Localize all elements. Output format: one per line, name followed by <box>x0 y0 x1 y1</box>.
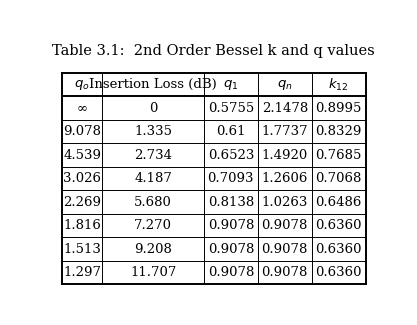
Text: $k_{12}$: $k_{12}$ <box>329 76 349 93</box>
Text: 0.6523: 0.6523 <box>208 149 254 162</box>
Text: 4.187: 4.187 <box>134 172 172 185</box>
Text: 1.0263: 1.0263 <box>261 196 308 209</box>
Text: 0.9078: 0.9078 <box>261 219 308 232</box>
Text: $q_o$: $q_o$ <box>74 78 90 92</box>
Text: 0.6360: 0.6360 <box>315 242 362 255</box>
Text: 5.680: 5.680 <box>134 196 172 209</box>
Text: Insertion Loss (dB): Insertion Loss (dB) <box>89 78 217 91</box>
Text: 11.707: 11.707 <box>130 266 176 279</box>
Text: 0.9078: 0.9078 <box>208 242 254 255</box>
Text: 0: 0 <box>149 101 157 114</box>
Text: 1.2606: 1.2606 <box>261 172 308 185</box>
Text: 0.5755: 0.5755 <box>208 101 254 114</box>
Text: 1.297: 1.297 <box>63 266 101 279</box>
Text: 0.7093: 0.7093 <box>208 172 254 185</box>
Text: 0.8138: 0.8138 <box>208 196 254 209</box>
Text: 2.1478: 2.1478 <box>261 101 308 114</box>
Text: 0.9078: 0.9078 <box>208 219 254 232</box>
Text: 1.513: 1.513 <box>63 242 101 255</box>
Text: 0.9078: 0.9078 <box>208 266 254 279</box>
Text: 1.4920: 1.4920 <box>261 149 308 162</box>
Text: 0.9078: 0.9078 <box>261 266 308 279</box>
Text: 0.8329: 0.8329 <box>316 125 362 138</box>
Text: 2.734: 2.734 <box>134 149 172 162</box>
Text: 1.335: 1.335 <box>134 125 172 138</box>
Text: 7.270: 7.270 <box>134 219 172 232</box>
Text: 0.8995: 0.8995 <box>316 101 362 114</box>
Text: ∞: ∞ <box>77 101 88 114</box>
Text: $q_n$: $q_n$ <box>277 78 293 92</box>
Text: 0.7685: 0.7685 <box>316 149 362 162</box>
Text: 0.6486: 0.6486 <box>316 196 362 209</box>
Text: 0.61: 0.61 <box>216 125 246 138</box>
Text: 3.026: 3.026 <box>63 172 101 185</box>
Text: $q_1$: $q_1$ <box>223 78 239 92</box>
Text: 9.208: 9.208 <box>134 242 172 255</box>
Text: 0.6360: 0.6360 <box>315 266 362 279</box>
Text: 1.7737: 1.7737 <box>261 125 308 138</box>
Text: 4.539: 4.539 <box>63 149 101 162</box>
Text: 0.7068: 0.7068 <box>316 172 362 185</box>
Text: 0.6360: 0.6360 <box>315 219 362 232</box>
Text: 0.9078: 0.9078 <box>261 242 308 255</box>
Text: 2.269: 2.269 <box>63 196 101 209</box>
Text: 1.816: 1.816 <box>63 219 101 232</box>
Text: 9.078: 9.078 <box>63 125 101 138</box>
Text: Table 3.1:  2nd Order Bessel k and q values: Table 3.1: 2nd Order Bessel k and q valu… <box>53 44 375 58</box>
